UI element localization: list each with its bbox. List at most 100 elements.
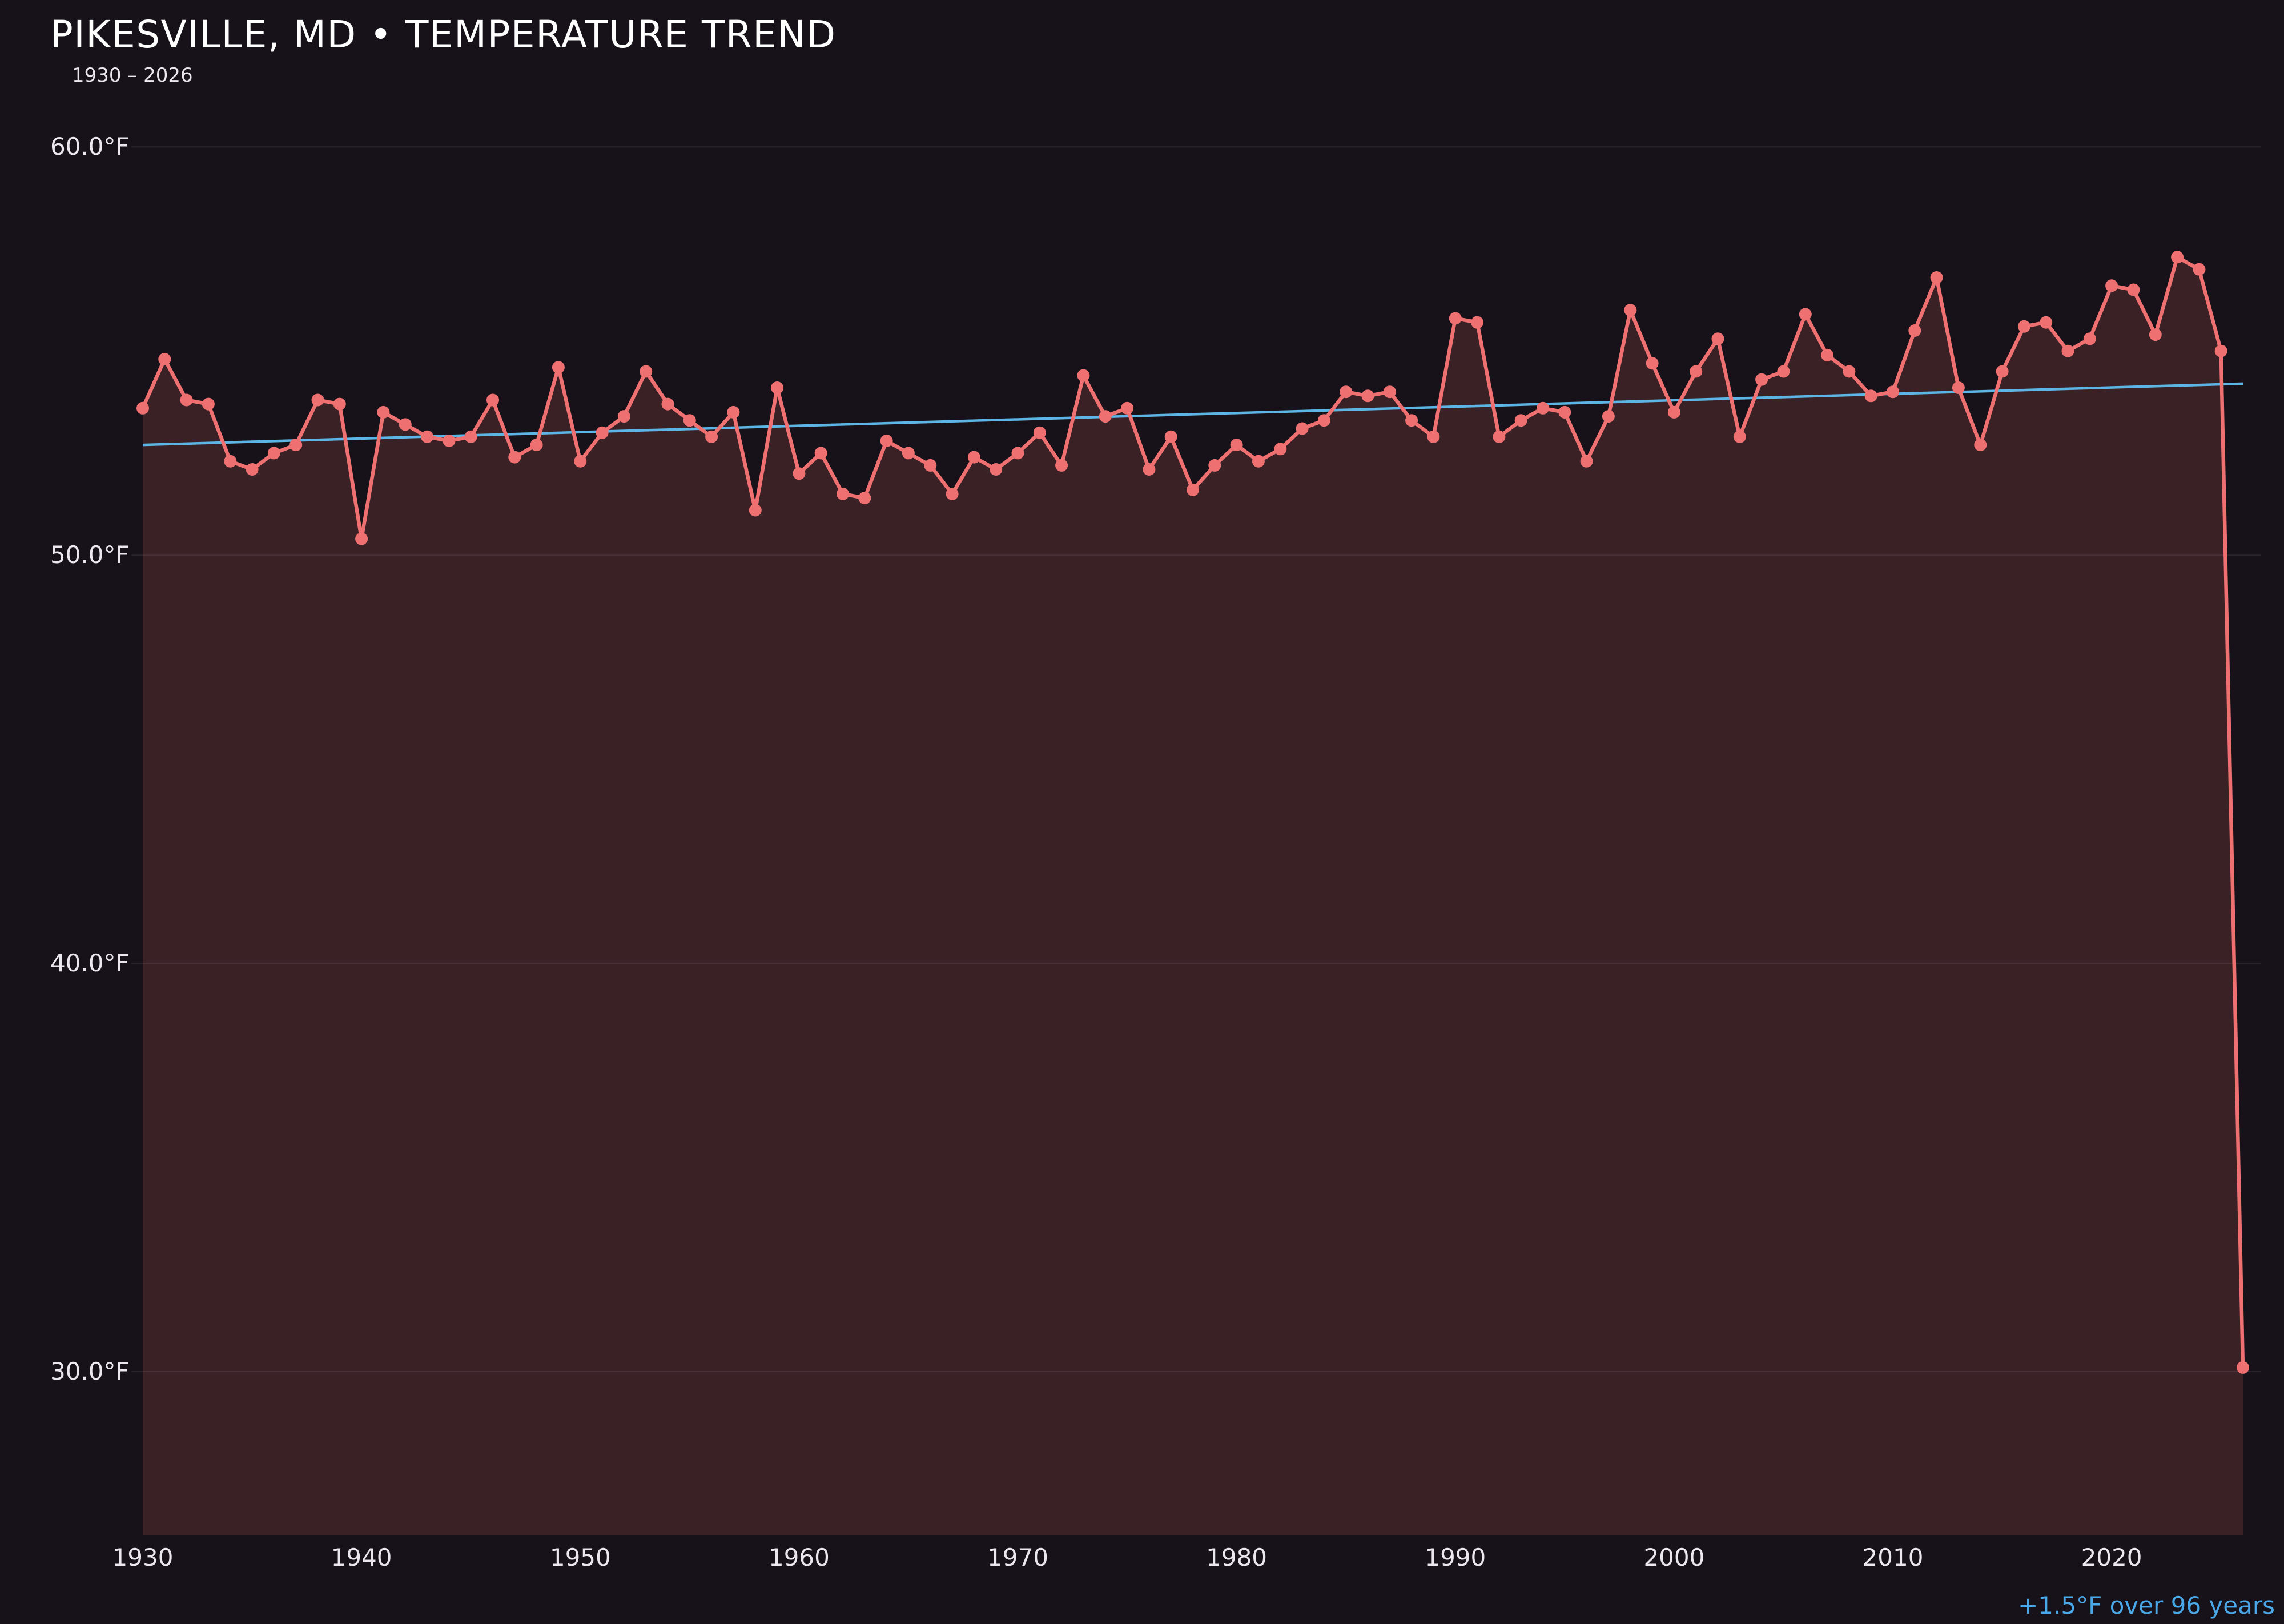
x-tick-label: 1950 xyxy=(550,1543,611,1571)
data-point xyxy=(793,467,806,480)
data-point xyxy=(1864,389,1877,403)
data-point xyxy=(1996,365,2009,378)
data-point xyxy=(1646,357,1659,370)
y-tick-label: 30.0°F xyxy=(50,1357,130,1385)
data-point xyxy=(2149,328,2162,341)
data-point xyxy=(880,435,893,447)
data-point xyxy=(574,455,587,468)
data-point xyxy=(267,447,280,460)
data-point xyxy=(727,405,740,419)
data-point xyxy=(552,361,565,374)
x-tick-label: 2010 xyxy=(1863,1543,1924,1571)
data-point xyxy=(683,414,696,427)
data-point xyxy=(421,430,434,443)
data-point xyxy=(1537,401,1549,415)
data-point xyxy=(1930,271,1943,284)
data-point xyxy=(2083,332,2096,345)
data-point xyxy=(2105,279,2118,292)
data-point xyxy=(2237,1361,2249,1374)
data-point xyxy=(1383,385,1396,399)
data-point xyxy=(1733,430,1746,443)
data-point xyxy=(1471,316,1484,329)
data-point xyxy=(1690,365,1703,378)
data-point xyxy=(1755,373,1768,386)
data-point xyxy=(1624,304,1637,317)
data-point xyxy=(530,439,543,452)
data-point xyxy=(1274,443,1287,456)
x-tick-label: 1940 xyxy=(331,1543,392,1571)
data-point xyxy=(1580,455,1593,468)
data-point xyxy=(158,353,171,365)
data-point xyxy=(1952,381,1965,394)
data-point xyxy=(1908,324,1921,337)
data-point xyxy=(640,365,653,378)
data-point xyxy=(2061,344,2074,357)
data-point xyxy=(1361,389,1374,403)
data-point xyxy=(924,459,937,472)
data-point xyxy=(289,439,303,452)
data-point xyxy=(1667,405,1680,419)
data-point xyxy=(617,410,630,423)
data-point xyxy=(1296,422,1309,435)
data-point xyxy=(1230,439,1243,452)
data-point xyxy=(1427,430,1440,443)
data-point xyxy=(902,447,915,460)
data-point xyxy=(1164,430,1177,443)
data-point xyxy=(946,487,959,500)
data-point xyxy=(771,381,784,394)
data-point xyxy=(1602,410,1615,423)
data-point xyxy=(1974,439,1987,452)
temperature-area-fill xyxy=(143,257,2243,1535)
data-point xyxy=(705,430,718,443)
data-point xyxy=(596,426,609,439)
data-point xyxy=(2127,283,2140,296)
data-point xyxy=(1099,410,1112,423)
data-point xyxy=(333,397,346,411)
x-tick-label: 1970 xyxy=(987,1543,1048,1571)
y-tick-label: 40.0°F xyxy=(50,949,130,977)
data-point xyxy=(967,451,980,464)
data-point xyxy=(1208,459,1221,472)
data-point xyxy=(202,397,215,411)
y-tick-label: 60.0°F xyxy=(50,132,130,160)
data-point xyxy=(1143,463,1156,476)
data-point xyxy=(2193,263,2206,276)
data-point xyxy=(1449,312,1462,325)
data-point xyxy=(858,492,871,505)
data-point xyxy=(990,463,1003,476)
data-point xyxy=(1514,414,1527,427)
x-tick-label: 1930 xyxy=(112,1543,174,1571)
chart-subtitle: 1930 – 2026 xyxy=(72,64,193,87)
data-point xyxy=(1033,426,1046,439)
data-point xyxy=(1317,414,1330,427)
page-title: PIKESVILLE, MD • TEMPERATURE TREND xyxy=(50,13,837,57)
data-point xyxy=(1821,348,1834,361)
data-point xyxy=(1011,447,1024,460)
data-point xyxy=(508,451,521,464)
data-point xyxy=(1055,459,1068,472)
trend-annotation: +1.5°F over 96 years xyxy=(2018,1591,2275,1619)
data-point xyxy=(749,504,762,517)
data-point xyxy=(837,487,849,500)
data-point xyxy=(2171,251,2184,264)
x-tick-label: 2020 xyxy=(2081,1543,2142,1571)
data-point xyxy=(1405,414,1418,427)
data-point xyxy=(661,397,674,411)
data-point xyxy=(224,455,237,468)
data-point xyxy=(1887,385,1899,399)
data-point xyxy=(311,393,324,407)
x-tick-label: 1990 xyxy=(1425,1543,1486,1571)
data-point xyxy=(2017,320,2030,333)
data-point xyxy=(1843,365,1856,378)
data-point xyxy=(1340,385,1353,399)
data-point xyxy=(1121,401,1134,415)
data-point xyxy=(136,401,149,415)
data-point xyxy=(1077,369,1090,382)
data-point xyxy=(1187,483,1199,496)
data-point xyxy=(1493,430,1506,443)
data-point xyxy=(1711,332,1724,345)
data-point xyxy=(814,447,827,460)
x-tick-label: 1960 xyxy=(769,1543,830,1571)
data-point xyxy=(355,532,368,545)
